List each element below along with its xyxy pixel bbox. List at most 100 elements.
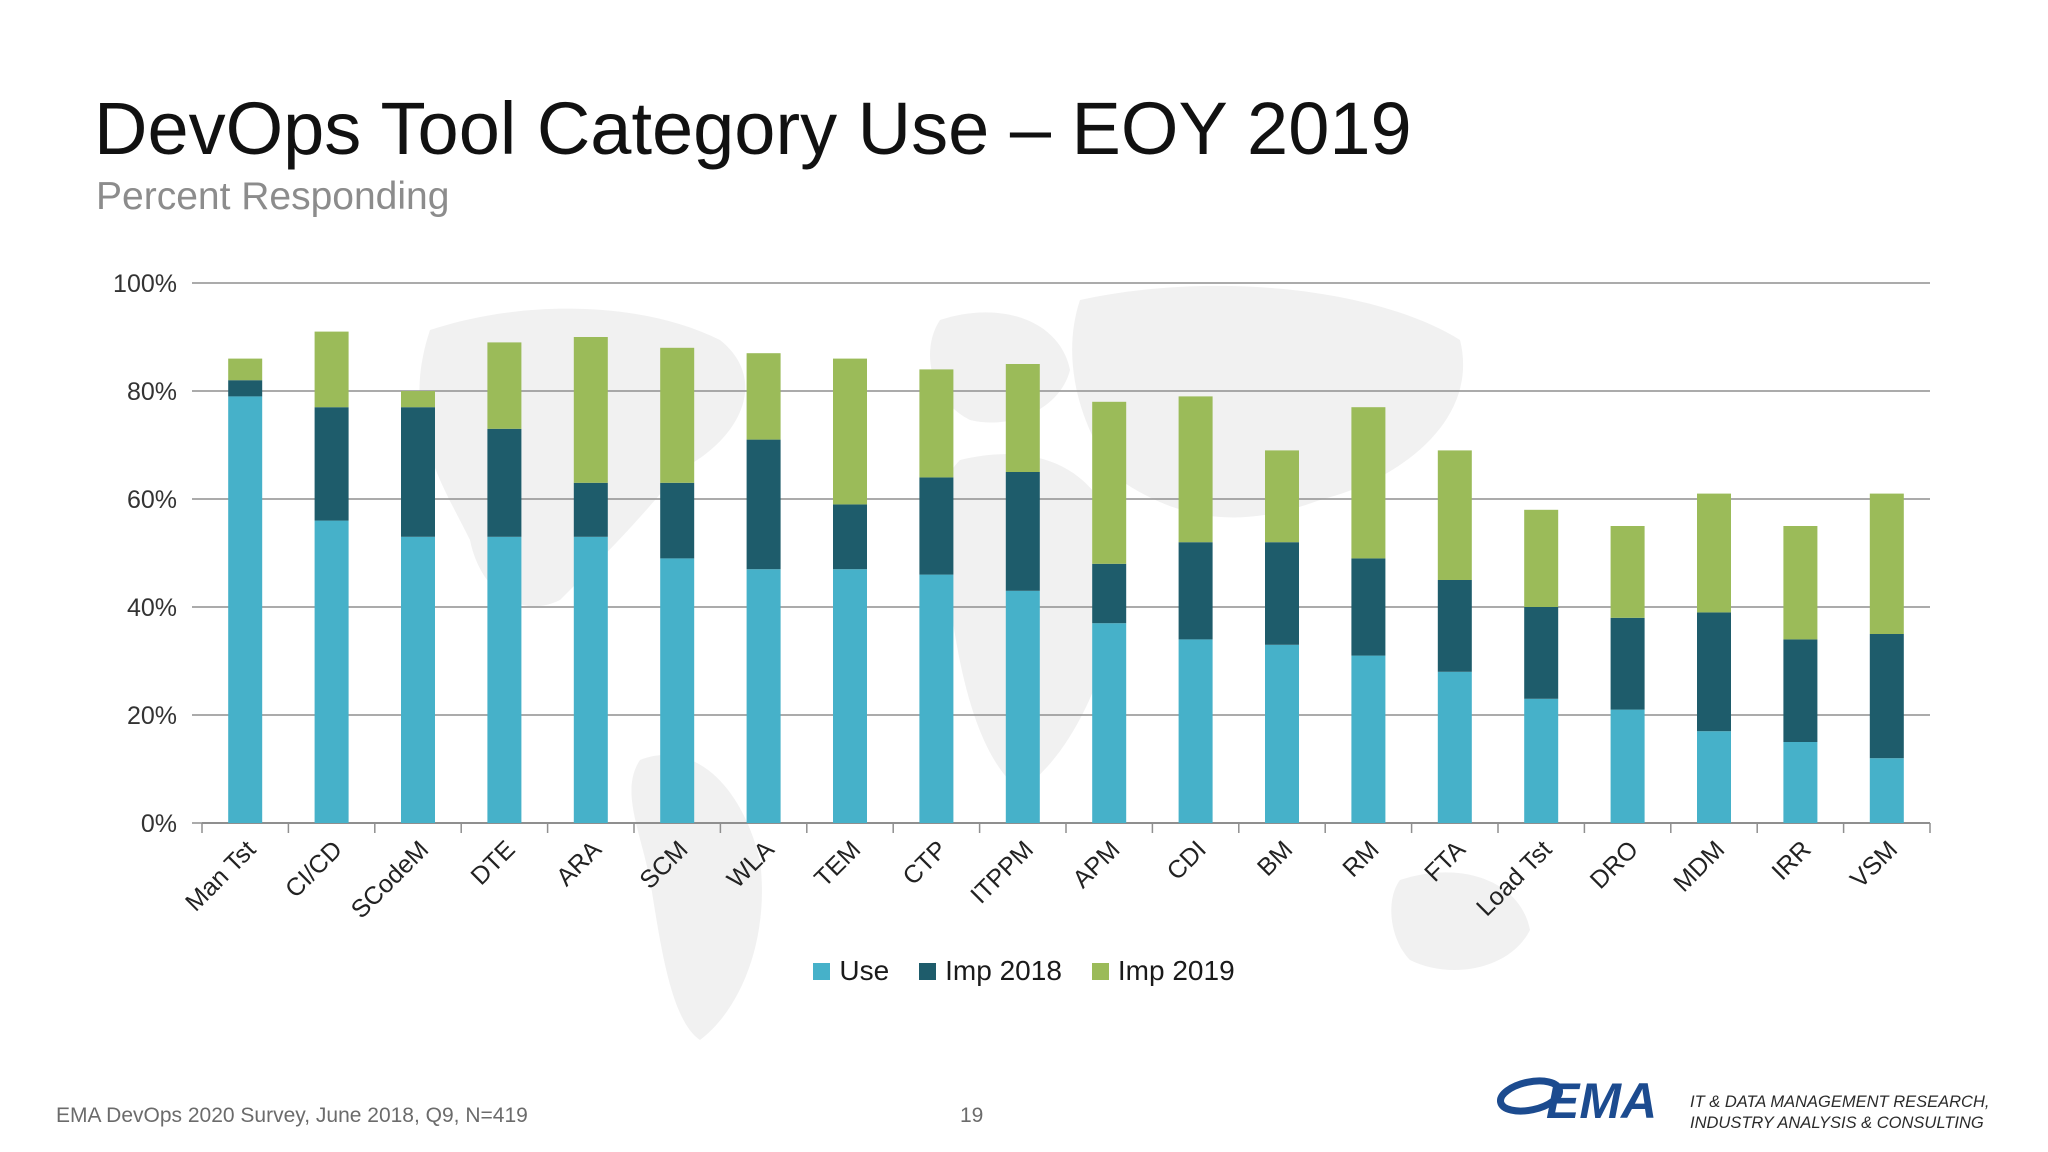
bar-use <box>1437 671 1472 823</box>
bar-imp-2018 <box>919 477 954 575</box>
legend-item-imp-2018: Imp 2018 <box>919 955 1062 987</box>
bars <box>228 331 1904 823</box>
bar-imp-2018 <box>314 407 349 521</box>
bar-imp-2019 <box>746 353 781 440</box>
bar-use <box>228 396 263 823</box>
bar-imp-2019 <box>401 391 435 408</box>
legend-item-imp-2019: Imp 2019 <box>1091 955 1235 987</box>
bar-use <box>1697 731 1731 823</box>
bar-imp-2019 <box>1092 401 1127 564</box>
bar-imp-2019 <box>1005 364 1040 472</box>
bar-imp-2019 <box>1437 450 1472 580</box>
bar-use <box>1265 644 1299 823</box>
bar-imp-2018 <box>1178 542 1213 640</box>
page-number: 19 <box>960 1104 984 1127</box>
bar-use <box>1783 742 1818 823</box>
bar-use <box>919 574 954 823</box>
x-tick-label: CI/CD <box>280 835 348 903</box>
y-tick-label: 0% <box>141 810 177 838</box>
slide-subtitle: Percent Responding <box>96 175 450 218</box>
bar-use <box>660 558 695 823</box>
x-tick-label: Man Tst <box>180 835 261 916</box>
bar-use <box>1351 655 1386 823</box>
legend-label-use: Use <box>839 955 890 986</box>
bar-imp-2018 <box>833 504 867 570</box>
bar-imp-2018 <box>1351 558 1386 656</box>
bar-imp-2018 <box>1783 639 1818 742</box>
bar-imp-2019 <box>1265 450 1299 543</box>
bar-imp-2019 <box>228 358 263 381</box>
bar-use <box>573 536 608 823</box>
bar-use <box>833 569 867 823</box>
y-tick-label: 100% <box>113 270 177 298</box>
bar-imp-2018 <box>660 482 695 559</box>
bar-imp-2019 <box>487 342 522 429</box>
x-tick-label: RM <box>1337 835 1384 882</box>
x-tick-label: DTE <box>465 835 520 890</box>
bar-imp-2019 <box>1869 493 1904 634</box>
bar-use <box>401 536 435 823</box>
tagline-line-1: IT & DATA MANAGEMENT RESEARCH, <box>1690 1093 1990 1111</box>
bar-imp-2019 <box>1351 407 1386 559</box>
x-tick-label: BM <box>1252 835 1298 881</box>
bar-use <box>314 520 349 823</box>
legend-label-imp-2019: Imp 2019 <box>1117 955 1235 986</box>
y-tick-label: 40% <box>127 594 177 622</box>
bar-imp-2018 <box>1869 634 1904 759</box>
bar-use <box>1178 639 1213 823</box>
bar-imp-2019 <box>1524 509 1559 607</box>
x-tick-label: ARA <box>551 835 607 891</box>
bar-imp-2019 <box>1697 493 1731 613</box>
bar-imp-2019 <box>1783 526 1818 640</box>
y-axis-ticks: 0% 20% 40% 60% 80% 100% <box>113 270 177 838</box>
bar-imp-2019 <box>833 358 867 505</box>
bar-imp-2018 <box>746 439 781 570</box>
y-tick-label: 20% <box>127 702 177 730</box>
bar-imp-2018 <box>1092 563 1127 624</box>
x-tick-label: DRO <box>1585 835 1644 894</box>
bar-imp-2018 <box>573 482 608 537</box>
bar-imp-2018 <box>1697 612 1731 732</box>
slide-title: DevOps Tool Category Use – EOY 2019 <box>94 87 1412 170</box>
x-tick-label: CTP <box>897 835 952 890</box>
bar-imp-2018 <box>1005 472 1040 591</box>
bar-imp-2018 <box>1265 542 1299 645</box>
legend-item-use: Use <box>813 955 889 987</box>
x-tick-label: SCodeM <box>346 835 435 924</box>
y-tick-label: 60% <box>127 486 177 514</box>
bar-use <box>1869 758 1904 823</box>
legend-swatch-imp-2019 <box>1091 962 1109 980</box>
legend-swatch-imp-2018 <box>919 962 937 980</box>
x-tick-label: APM <box>1067 835 1125 893</box>
bar-use <box>1092 623 1127 823</box>
chart-legend: Use Imp 2018 Imp 2019 <box>0 955 2048 987</box>
bar-imp-2018 <box>1610 617 1645 710</box>
bar-imp-2019 <box>314 331 349 408</box>
y-tick-label: 80% <box>127 378 177 406</box>
bar-imp-2019 <box>1610 526 1645 618</box>
bar-imp-2019 <box>660 347 695 483</box>
bar-use <box>1610 709 1645 823</box>
x-tick-label: IRR <box>1766 835 1816 885</box>
legend-label-imp-2018: Imp 2018 <box>945 955 1062 986</box>
bar-use <box>1524 698 1559 823</box>
ema-logo: EMA <box>1497 1073 1657 1129</box>
tagline: IT & DATA MANAGEMENT RESEARCH, INDUSTRY … <box>1690 1092 1989 1134</box>
logo-text: EMA <box>1546 1073 1657 1129</box>
x-tick-label: VSM <box>1845 835 1903 893</box>
source-note: EMA DevOps 2020 Survey, June 2018, Q9, N… <box>56 1104 528 1127</box>
x-tick-label: TEM <box>809 835 866 892</box>
bar-use <box>487 536 522 823</box>
bar-imp-2019 <box>919 369 954 478</box>
bar-imp-2019 <box>573 337 608 483</box>
bar-imp-2019 <box>1178 396 1213 543</box>
legend-swatch-use <box>813 962 831 980</box>
bar-use <box>746 569 781 823</box>
x-tick-label: CDI <box>1162 835 1212 885</box>
bar-imp-2018 <box>1524 607 1559 699</box>
bar-imp-2018 <box>1437 580 1472 672</box>
bar-imp-2018 <box>228 380 263 397</box>
tagline-line-2: INDUSTRY ANALYSIS & CONSULTING <box>1690 1114 1984 1132</box>
